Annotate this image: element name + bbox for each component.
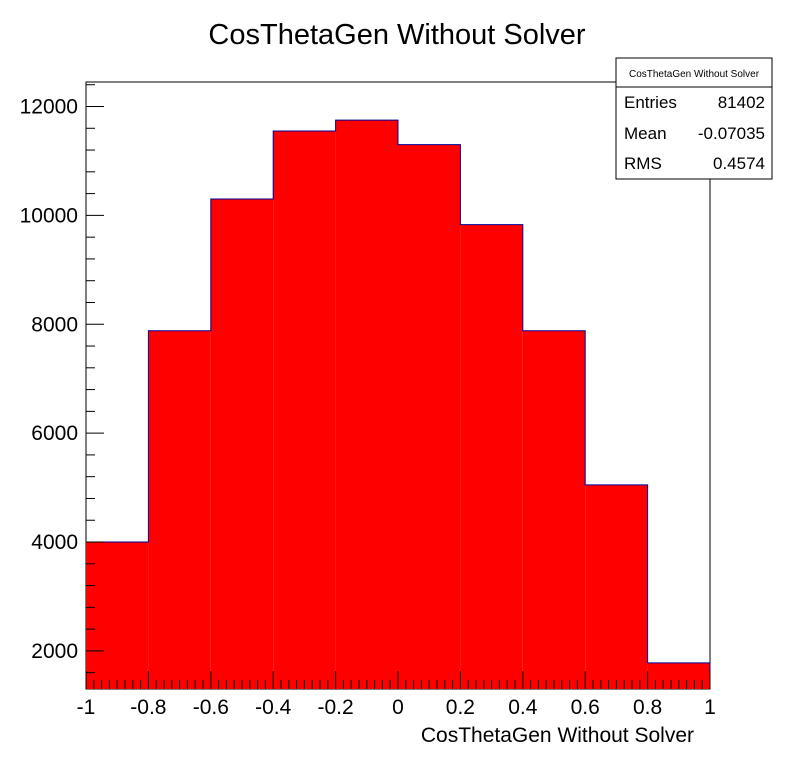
x-tick-label: 0.6	[571, 696, 600, 719]
stats-mean-value: -0.07035	[698, 124, 765, 143]
histogram-bar-6	[460, 224, 523, 689]
histogram-bar-5	[398, 144, 461, 690]
stats-rms-value: 0.4574	[713, 154, 765, 173]
stats-box-frame	[615, 57, 773, 180]
x-tick-label: -0.8	[130, 696, 166, 719]
x-tick-label: -0.6	[193, 696, 229, 719]
y-tick-label: 10000	[20, 204, 78, 227]
x-axis-title: CosThetaGen Without Solver	[421, 724, 694, 747]
histogram-bar-4	[335, 120, 398, 690]
x-tick-label: 0	[392, 696, 404, 719]
y-tick-label: 4000	[31, 531, 78, 554]
x-tick-label: -0.2	[318, 696, 354, 719]
stats-mean-label: Mean	[624, 124, 667, 143]
y-axis: 2000 4000 6000 8000 10000 12000	[20, 84, 104, 674]
x-tick-label: 1	[704, 696, 716, 719]
stats-box-title: CosThetaGen Without Solver	[629, 69, 760, 80]
y-tick-label: 12000	[20, 95, 78, 118]
stats-entries-value: 81402	[718, 93, 765, 112]
chart-title: CosThetaGen Without Solver	[208, 19, 586, 51]
x-tick-label: 0.2	[446, 696, 475, 719]
histogram-outline	[86, 119, 711, 689]
x-tick-label: -0.4	[255, 696, 292, 719]
histogram-bar-3	[273, 130, 336, 690]
histogram-step-line	[86, 119, 711, 689]
x-tick-label: -1	[77, 696, 96, 719]
stats-box: CosThetaGen Without Solver Entries 81402…	[615, 57, 773, 180]
stats-rms-label: RMS	[624, 154, 662, 173]
stats-entries-label: Entries	[624, 93, 677, 112]
histogram-bars	[86, 120, 710, 690]
histogram-bar-8	[585, 484, 648, 689]
x-tick-label: 0.4	[508, 696, 538, 719]
y-tick-label: 2000	[31, 640, 78, 663]
y-tick-label: 8000	[31, 313, 78, 336]
histogram-bar-0	[86, 542, 149, 689]
histogram-bar-2	[210, 199, 274, 689]
x-tick-label: 0.8	[633, 696, 662, 719]
histogram-bar-7	[522, 330, 586, 689]
x-axis: -1 -0.8 -0.6 -0.4 -0.2 0 0.2 0.4 0.6 0.8 1	[77, 671, 716, 719]
y-tick-label: 6000	[31, 422, 78, 445]
histogram-bar-1	[148, 330, 211, 689]
